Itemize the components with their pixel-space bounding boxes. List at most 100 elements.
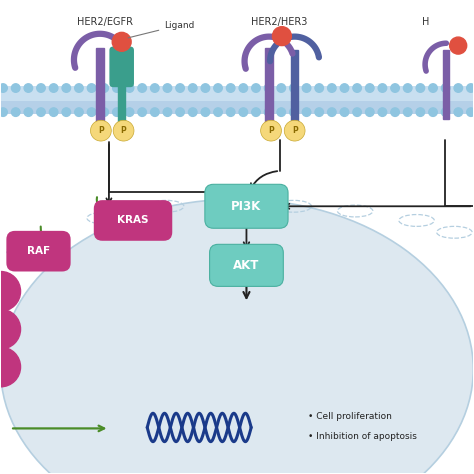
- Circle shape: [261, 120, 282, 141]
- Circle shape: [429, 108, 437, 117]
- Circle shape: [353, 84, 361, 92]
- Circle shape: [201, 108, 210, 117]
- Text: • Cell proliferation: • Cell proliferation: [308, 412, 392, 421]
- Text: HER2/EGFR: HER2/EGFR: [77, 17, 133, 27]
- Circle shape: [454, 108, 463, 117]
- Text: KRAS: KRAS: [117, 216, 149, 226]
- Circle shape: [75, 84, 83, 92]
- Circle shape: [467, 108, 474, 117]
- Circle shape: [467, 84, 474, 92]
- Circle shape: [176, 84, 184, 92]
- Circle shape: [450, 37, 467, 54]
- Circle shape: [125, 84, 134, 92]
- Text: RAF: RAF: [27, 246, 50, 256]
- Circle shape: [315, 108, 323, 117]
- Circle shape: [113, 108, 121, 117]
- Circle shape: [441, 108, 450, 117]
- Circle shape: [441, 84, 450, 92]
- Circle shape: [163, 84, 172, 92]
- Circle shape: [378, 84, 387, 92]
- Circle shape: [49, 84, 58, 92]
- Circle shape: [113, 120, 134, 141]
- FancyBboxPatch shape: [210, 244, 283, 286]
- Circle shape: [264, 84, 273, 92]
- Circle shape: [227, 84, 235, 92]
- Circle shape: [365, 108, 374, 117]
- Circle shape: [302, 84, 311, 92]
- Circle shape: [138, 108, 146, 117]
- Text: P: P: [98, 126, 104, 135]
- Circle shape: [0, 347, 20, 387]
- Circle shape: [62, 84, 71, 92]
- FancyBboxPatch shape: [109, 46, 134, 87]
- Bar: [118, 55, 126, 124]
- Circle shape: [0, 310, 20, 349]
- Circle shape: [62, 108, 71, 117]
- FancyBboxPatch shape: [205, 184, 288, 228]
- Circle shape: [429, 84, 437, 92]
- Circle shape: [163, 108, 172, 117]
- Circle shape: [290, 84, 298, 92]
- Circle shape: [403, 84, 412, 92]
- Bar: [265, 48, 273, 124]
- Circle shape: [87, 84, 96, 92]
- Text: P: P: [268, 126, 274, 135]
- Bar: [0, 101, 474, 114]
- Circle shape: [189, 84, 197, 92]
- Circle shape: [189, 108, 197, 117]
- Circle shape: [416, 108, 425, 117]
- Circle shape: [112, 32, 131, 51]
- Bar: [291, 50, 299, 124]
- Bar: [443, 50, 449, 119]
- Circle shape: [353, 108, 361, 117]
- Circle shape: [391, 108, 399, 117]
- Circle shape: [378, 108, 387, 117]
- Circle shape: [239, 84, 247, 92]
- Text: PI3K: PI3K: [231, 200, 262, 213]
- Circle shape: [151, 84, 159, 92]
- Circle shape: [0, 272, 20, 311]
- Circle shape: [277, 84, 285, 92]
- Text: HER2/HER3: HER2/HER3: [251, 17, 308, 27]
- Circle shape: [328, 108, 336, 117]
- Circle shape: [315, 84, 323, 92]
- Circle shape: [252, 108, 260, 117]
- Text: P: P: [292, 126, 298, 135]
- Circle shape: [252, 84, 260, 92]
- Circle shape: [214, 84, 222, 92]
- Circle shape: [284, 120, 305, 141]
- Circle shape: [277, 108, 285, 117]
- Circle shape: [100, 108, 109, 117]
- Circle shape: [365, 84, 374, 92]
- Circle shape: [24, 108, 33, 117]
- Circle shape: [87, 108, 96, 117]
- FancyBboxPatch shape: [94, 200, 172, 241]
- Text: • Inhibition of apoptosis: • Inhibition of apoptosis: [308, 432, 417, 441]
- Circle shape: [340, 84, 349, 92]
- Circle shape: [75, 108, 83, 117]
- Circle shape: [273, 27, 292, 46]
- Circle shape: [328, 84, 336, 92]
- Circle shape: [11, 84, 20, 92]
- Circle shape: [214, 108, 222, 117]
- Ellipse shape: [0, 199, 474, 474]
- Circle shape: [264, 108, 273, 117]
- Text: H: H: [422, 17, 430, 27]
- Circle shape: [0, 108, 7, 117]
- FancyBboxPatch shape: [6, 231, 71, 272]
- Circle shape: [100, 84, 109, 92]
- Circle shape: [340, 108, 349, 117]
- Circle shape: [11, 108, 20, 117]
- Circle shape: [37, 108, 45, 117]
- Circle shape: [391, 84, 399, 92]
- Circle shape: [302, 108, 311, 117]
- Circle shape: [49, 108, 58, 117]
- Text: Ligand: Ligand: [128, 21, 195, 38]
- Circle shape: [125, 108, 134, 117]
- Bar: [0, 86, 474, 101]
- Circle shape: [176, 108, 184, 117]
- Bar: [96, 48, 104, 124]
- Circle shape: [91, 120, 111, 141]
- Circle shape: [151, 108, 159, 117]
- Circle shape: [0, 84, 7, 92]
